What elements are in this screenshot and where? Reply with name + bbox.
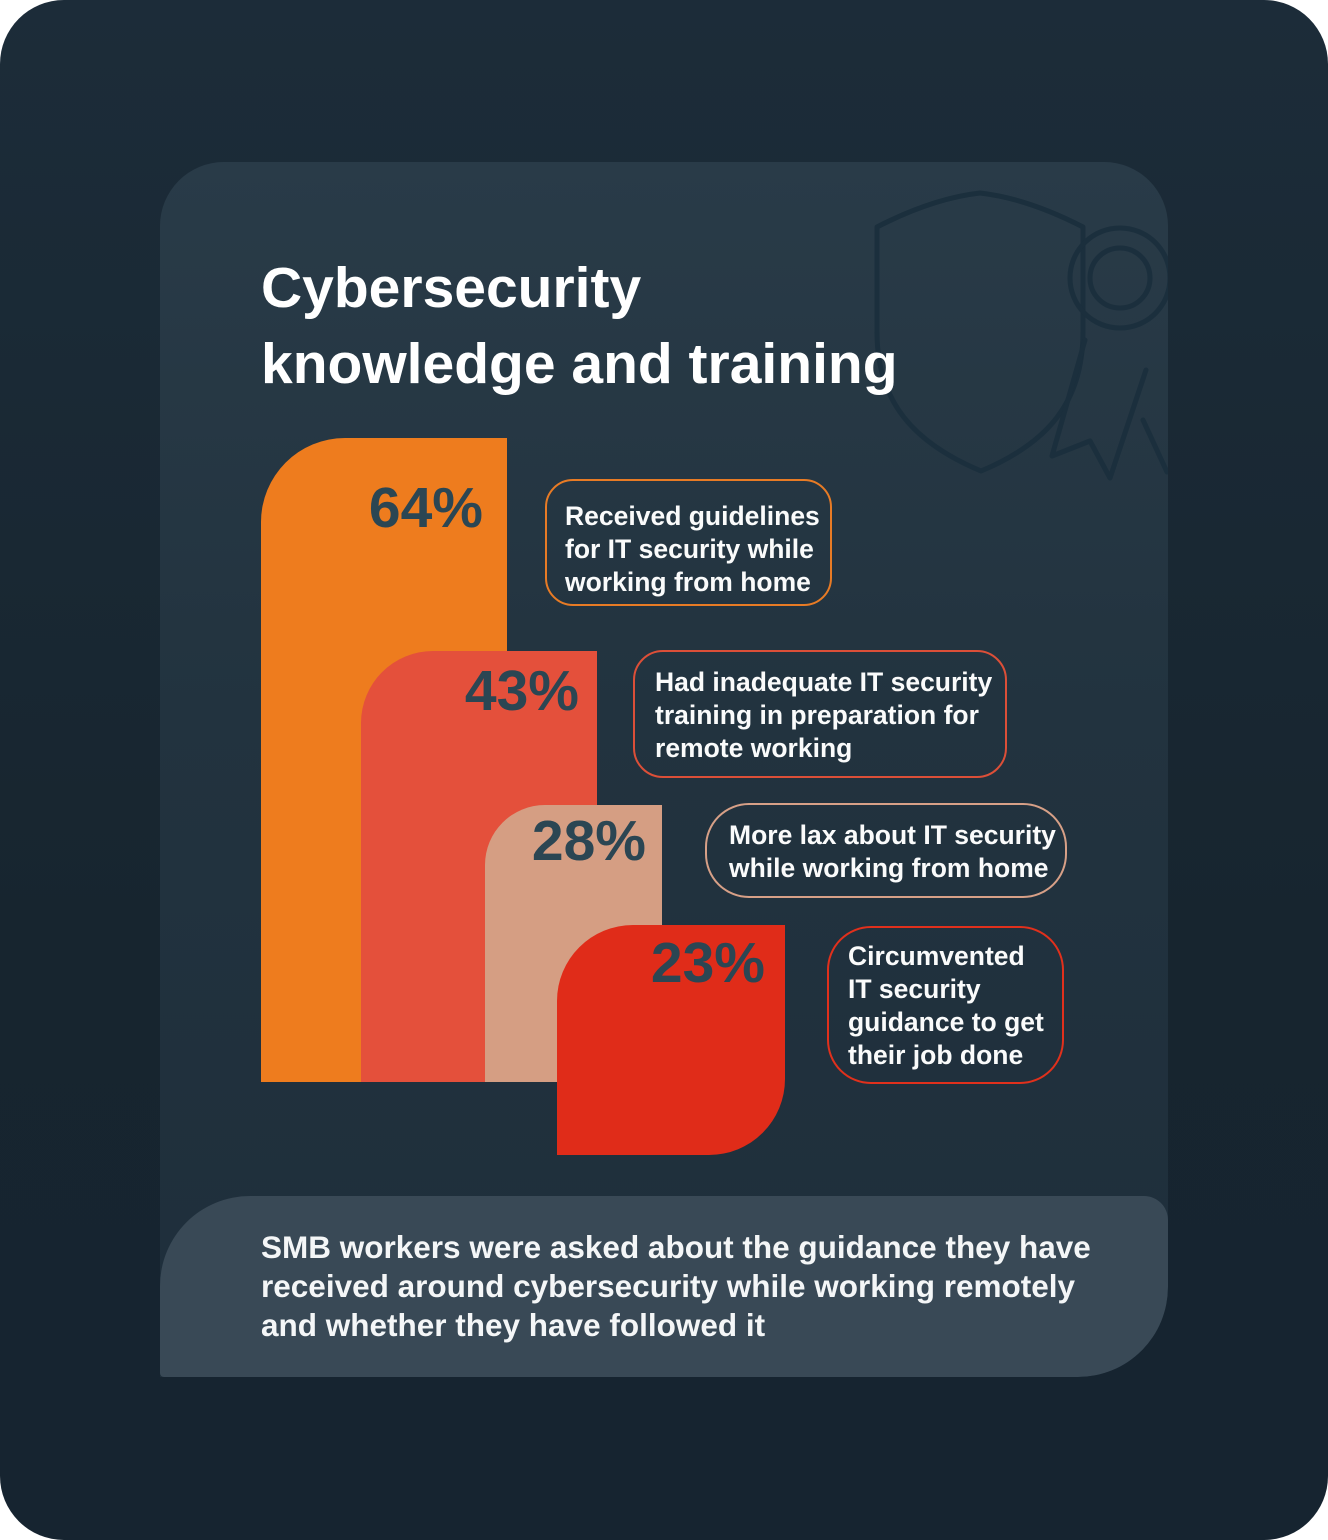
bar-value-label: 23% bbox=[650, 931, 765, 995]
callout-line: guidance to get bbox=[848, 1007, 1044, 1037]
callout-line: Had inadequate IT security bbox=[655, 667, 993, 697]
shield-icon bbox=[874, 190, 1086, 474]
footnote-line: and whether they have followed it bbox=[261, 1307, 766, 1343]
bar-value-label: 64% bbox=[368, 476, 483, 540]
callout-line: More lax about IT security bbox=[729, 820, 1056, 850]
callout-more-lax: More lax about IT security while working… bbox=[705, 803, 1067, 898]
callout-circumvented-guidance: Circumvented IT security guidance to get… bbox=[827, 926, 1064, 1084]
bar-value-label: 43% bbox=[464, 659, 579, 723]
footnote-text: SMB workers were asked about the guidanc… bbox=[261, 1228, 1168, 1345]
callout-line: while working from home bbox=[729, 853, 1049, 883]
callout-line: training in preparation for bbox=[655, 700, 979, 730]
page-title: Cybersecurity knowledge and training bbox=[261, 250, 898, 402]
callout-line: working from home bbox=[565, 567, 811, 597]
callout-line: Received guidelines bbox=[565, 501, 820, 531]
callout-line: IT security bbox=[848, 974, 981, 1004]
page-title-line1: Cybersecurity bbox=[261, 256, 642, 320]
callout-inadequate-training: Had inadequate IT security training in p… bbox=[633, 650, 1007, 778]
callout-line: for IT security while bbox=[565, 534, 814, 564]
bar-value-label: 28% bbox=[531, 809, 646, 873]
footnote-line: received around cybersecurity while work… bbox=[261, 1268, 1076, 1304]
page-title-line2: knowledge and training bbox=[261, 332, 898, 396]
callout-line: Circumvented bbox=[848, 941, 1025, 971]
footnote-box: SMB workers were asked about the guidanc… bbox=[160, 1196, 1168, 1377]
award-ribbon-icon bbox=[1067, 225, 1168, 331]
content-panel: Cybersecurity knowledge and training 64%… bbox=[160, 162, 1168, 1377]
shield-award-decoration bbox=[874, 190, 1168, 481]
callout-line: their job done bbox=[848, 1040, 1024, 1070]
callout-received-guidelines: Received guidelines for IT security whil… bbox=[545, 479, 832, 606]
callout-line: remote working bbox=[655, 733, 853, 763]
footnote-line: SMB workers were asked about the guidanc… bbox=[261, 1229, 1091, 1265]
bar-circumvented-guidance: 23% bbox=[557, 925, 785, 1155]
